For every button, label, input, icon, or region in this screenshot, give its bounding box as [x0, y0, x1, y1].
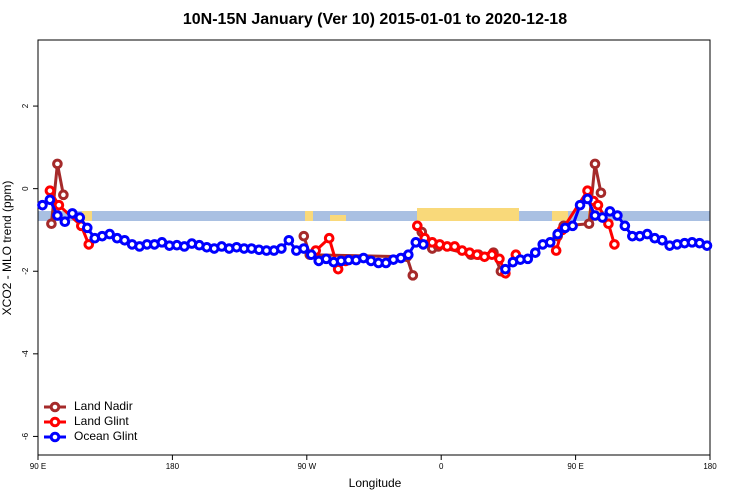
data-point [52, 158, 63, 170]
x-tick-label: 90 W [297, 462, 316, 471]
legend-label: Land Glint [74, 414, 129, 428]
data-point [592, 199, 604, 211]
data-point [500, 263, 511, 275]
data-point [529, 247, 541, 258]
surface-band [38, 208, 710, 221]
x-tick-label: 180 [703, 462, 717, 471]
data-point [67, 208, 78, 219]
data-point [595, 187, 607, 199]
data-point [83, 239, 95, 250]
data-point [612, 210, 623, 221]
land-patch [82, 211, 92, 221]
data-point [609, 239, 620, 250]
data-point [44, 194, 56, 206]
data-point [417, 239, 429, 250]
data-point [52, 210, 63, 221]
x-tick-label: 180 [166, 462, 180, 471]
legend-label: Land Nadir [74, 399, 133, 413]
data-point [53, 199, 65, 211]
land-patch [305, 211, 313, 221]
data-point [283, 234, 295, 246]
data-point [574, 199, 586, 211]
data-point [550, 245, 562, 256]
data-point [332, 263, 344, 275]
data-point [641, 228, 653, 240]
land-patch [330, 215, 346, 221]
data-point [656, 234, 668, 246]
data-point [305, 249, 317, 261]
data-point [403, 249, 414, 261]
data-point [81, 222, 93, 234]
y-axis-label: XCO2 - MLO trend (ppm) [0, 181, 14, 316]
chart-title: 10N-15N January (Ver 10) 2015-01-01 to 2… [183, 11, 567, 28]
data-point [494, 253, 505, 265]
data-point [298, 243, 310, 254]
data-point [582, 185, 593, 197]
data-point [583, 218, 595, 230]
data-point [407, 270, 419, 281]
y-tick-label: 2 [21, 103, 30, 108]
data-point [59, 216, 71, 227]
data-point [604, 206, 616, 217]
data-point [589, 158, 601, 170]
data-point [44, 185, 56, 197]
data-point [58, 189, 69, 201]
data-point [323, 232, 335, 244]
data-point [522, 253, 534, 265]
land-patch [417, 208, 519, 221]
x-tick-label: 0 [439, 462, 444, 471]
y-tick-label: -6 [21, 432, 30, 440]
data-point [597, 212, 608, 223]
data-point [552, 228, 563, 240]
y-tick-label: -2 [21, 267, 30, 275]
legend-marker [49, 431, 61, 443]
x-tick-label: 90 E [30, 462, 46, 471]
y-tick-label: -4 [21, 350, 30, 358]
data-point [412, 220, 423, 232]
ocean-strip [38, 211, 710, 221]
legend-marker [49, 401, 61, 413]
data-point [544, 237, 556, 248]
x-axis-label: Longitude [349, 476, 402, 490]
data-point [37, 199, 48, 211]
land-patch [552, 211, 568, 221]
data-point [567, 220, 578, 232]
y-tick-label: 0 [21, 186, 30, 191]
data-point [276, 243, 287, 254]
data-point [119, 234, 130, 246]
data-point [46, 218, 57, 230]
data-point [619, 220, 631, 232]
legend-label: Ocean Glint [74, 429, 138, 443]
data-point [582, 193, 593, 205]
legend-marker [49, 416, 61, 428]
data-point [701, 240, 713, 251]
data-point [104, 228, 115, 240]
data-point [449, 241, 460, 252]
data-point [298, 230, 310, 242]
x-tick-label: 90 E [567, 462, 583, 471]
data-point [74, 212, 86, 223]
data-point [603, 218, 614, 230]
data-point [486, 249, 498, 261]
